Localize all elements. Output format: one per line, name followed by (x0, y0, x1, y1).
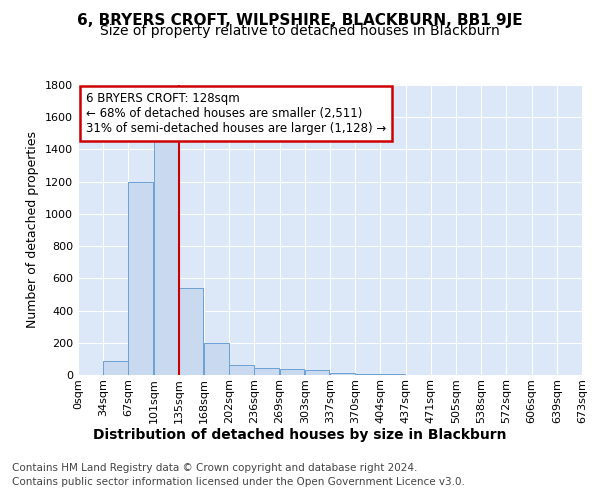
Text: Contains HM Land Registry data © Crown copyright and database right 2024.: Contains HM Land Registry data © Crown c… (12, 463, 418, 473)
Text: Contains public sector information licensed under the Open Government Licence v3: Contains public sector information licen… (12, 477, 465, 487)
Text: Distribution of detached houses by size in Blackburn: Distribution of detached houses by size … (93, 428, 507, 442)
Bar (280, 370, 304, 375)
Bar (355, 374, 380, 375)
Y-axis label: Number of detached properties: Number of detached properties (26, 132, 40, 328)
Bar (330, 374, 355, 375)
Text: 6, BRYERS CROFT, WILPSHIRE, BLACKBURN, BB1 9JE: 6, BRYERS CROFT, WILPSHIRE, BLACKBURN, B… (77, 12, 523, 28)
Bar (179, 288, 203, 375)
Bar (254, 368, 279, 375)
Bar (103, 360, 128, 375)
Bar (229, 364, 254, 375)
Text: 6 BRYERS CROFT: 128sqm
← 68% of detached houses are smaller (2,511)
31% of semi-: 6 BRYERS CROFT: 128sqm ← 68% of detached… (86, 92, 386, 135)
Bar (128, 182, 153, 375)
Text: Size of property relative to detached houses in Blackburn: Size of property relative to detached ho… (100, 24, 500, 38)
Bar (380, 374, 405, 375)
Bar (204, 343, 229, 375)
Bar (154, 140, 178, 375)
Bar (305, 370, 329, 375)
